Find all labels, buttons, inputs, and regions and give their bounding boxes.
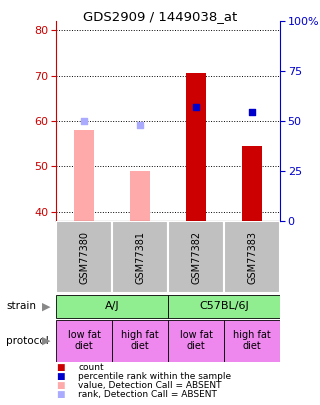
Text: ▶: ▶ <box>42 336 51 345</box>
Point <box>194 104 199 111</box>
Text: ▶: ▶ <box>42 301 51 311</box>
Text: strain: strain <box>6 301 36 311</box>
Text: C57BL/6J: C57BL/6J <box>199 301 249 311</box>
FancyBboxPatch shape <box>56 222 112 293</box>
Point <box>82 117 87 124</box>
FancyBboxPatch shape <box>112 222 168 293</box>
Text: GDS2909 / 1449038_at: GDS2909 / 1449038_at <box>83 10 237 23</box>
Text: ■: ■ <box>56 363 65 372</box>
Text: GSM77380: GSM77380 <box>79 231 89 284</box>
Text: protocol: protocol <box>6 336 49 345</box>
Bar <box>242 146 262 221</box>
FancyBboxPatch shape <box>112 320 168 362</box>
Text: high fat
diet: high fat diet <box>233 330 271 352</box>
FancyBboxPatch shape <box>224 222 280 293</box>
Text: low fat
diet: low fat diet <box>68 330 100 352</box>
Point <box>138 122 143 129</box>
Point <box>250 109 255 115</box>
Text: ■: ■ <box>56 372 65 381</box>
Text: value, Detection Call = ABSENT: value, Detection Call = ABSENT <box>78 381 222 390</box>
FancyBboxPatch shape <box>224 320 280 362</box>
FancyBboxPatch shape <box>56 320 112 362</box>
Text: GSM77383: GSM77383 <box>247 231 257 284</box>
Text: A/J: A/J <box>105 301 119 311</box>
Text: percentile rank within the sample: percentile rank within the sample <box>78 372 232 381</box>
Text: GSM77382: GSM77382 <box>191 230 201 284</box>
FancyBboxPatch shape <box>168 222 224 293</box>
FancyBboxPatch shape <box>56 294 168 318</box>
Bar <box>186 73 206 221</box>
Bar <box>130 171 150 221</box>
Text: low fat
diet: low fat diet <box>180 330 212 352</box>
Text: high fat
diet: high fat diet <box>121 330 159 352</box>
Text: GSM77381: GSM77381 <box>135 231 145 284</box>
Text: count: count <box>78 363 104 372</box>
Text: rank, Detection Call = ABSENT: rank, Detection Call = ABSENT <box>78 390 217 399</box>
FancyBboxPatch shape <box>168 320 224 362</box>
Text: ■: ■ <box>56 390 65 399</box>
Text: ■: ■ <box>56 381 65 390</box>
Bar <box>74 130 94 221</box>
FancyBboxPatch shape <box>168 294 280 318</box>
